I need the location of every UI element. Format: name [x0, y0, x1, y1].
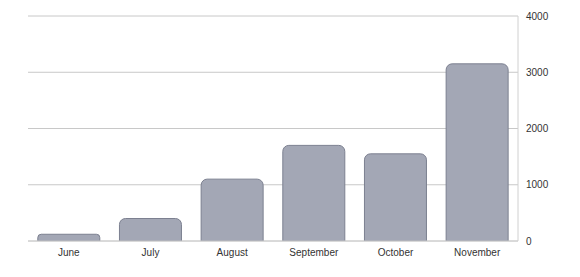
- svg-text:1000: 1000: [526, 179, 549, 190]
- svg-text:August: August: [217, 247, 248, 258]
- svg-text:November: November: [454, 247, 501, 258]
- svg-text:2000: 2000: [526, 123, 549, 134]
- svg-text:3000: 3000: [526, 67, 549, 78]
- svg-text:October: October: [378, 247, 414, 258]
- svg-text:June: June: [58, 247, 80, 258]
- svg-text:0: 0: [526, 236, 532, 247]
- svg-text:July: July: [142, 247, 160, 258]
- svg-text:4000: 4000: [526, 11, 549, 22]
- svg-text:September: September: [289, 247, 339, 258]
